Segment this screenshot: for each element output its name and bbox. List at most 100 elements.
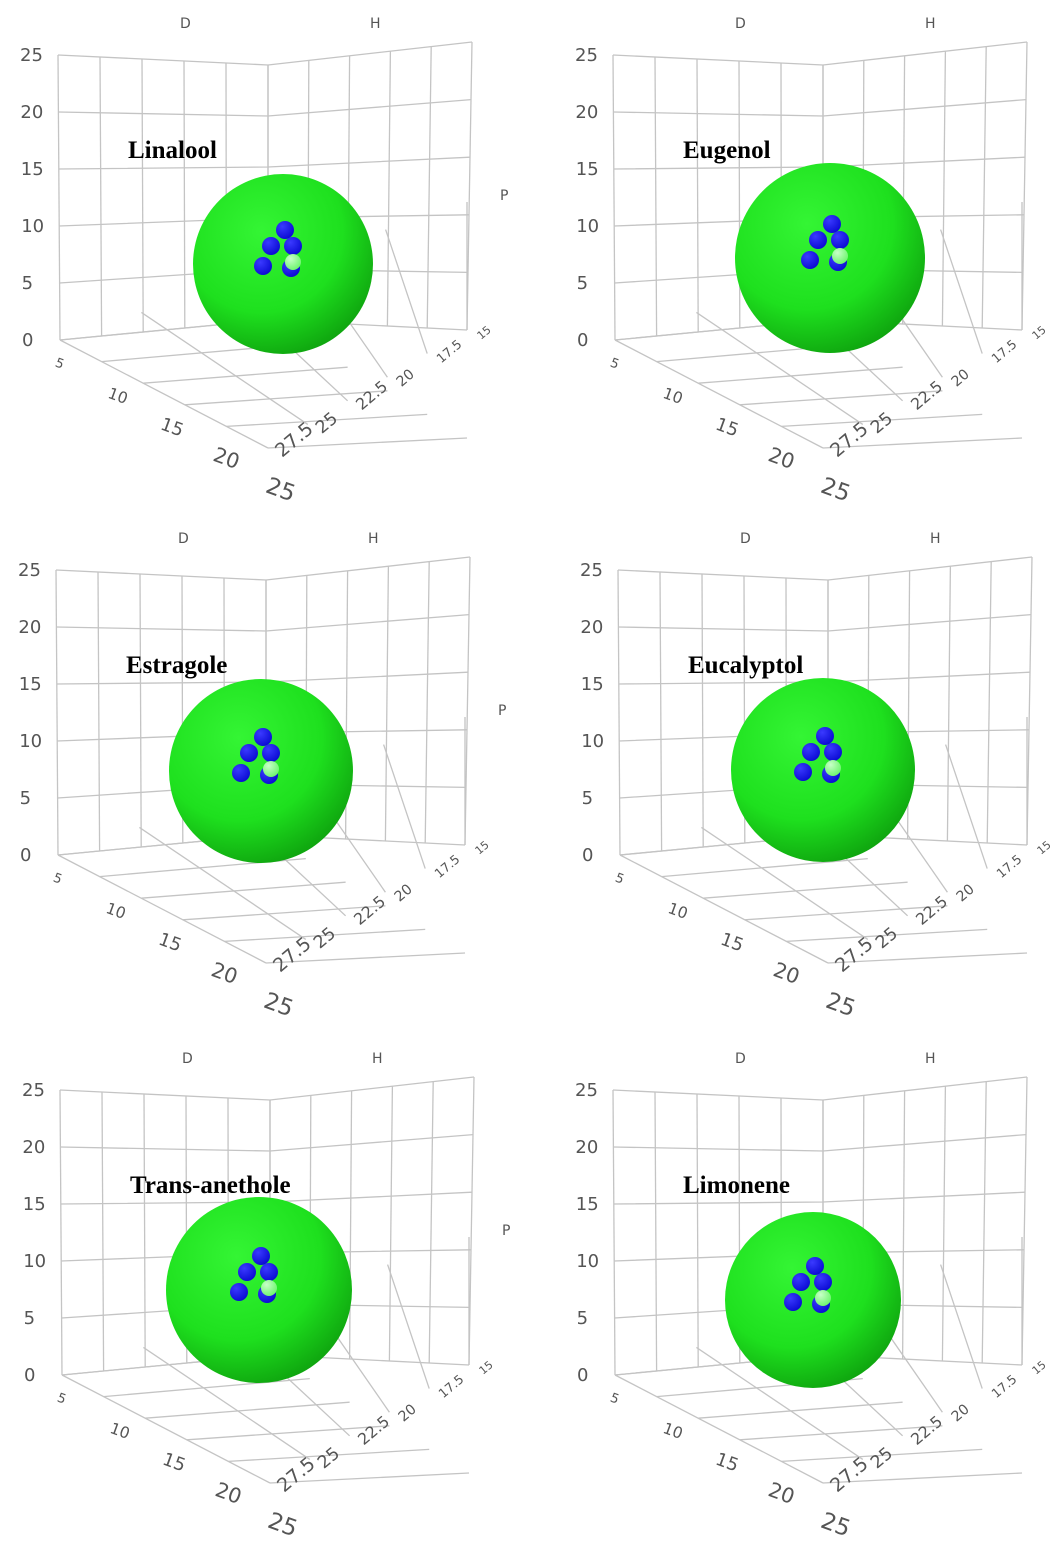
z-tick-label: 0: [24, 1365, 35, 1386]
d-tick-label: 25: [822, 988, 858, 1022]
z-tick-label: 20: [22, 1137, 45, 1158]
sphere-center-point: [825, 760, 841, 776]
h-tick-label: 22.5: [907, 377, 946, 414]
d-tick-label: 20: [212, 1477, 245, 1508]
solvent-point: [784, 1293, 802, 1311]
grid-line: [143, 367, 347, 383]
grid-line: [613, 100, 1026, 116]
chart-title: Eugenol: [683, 137, 771, 164]
d-tick-label: 5: [55, 1391, 68, 1408]
d-tick-label: 25: [817, 1508, 853, 1542]
d-tick-label: 20: [210, 442, 243, 473]
axis-label-d: D: [740, 531, 751, 547]
solvent-point: [238, 1263, 256, 1281]
solvent-point: [254, 257, 272, 275]
grid-line: [662, 859, 868, 877]
grid-line: [145, 1402, 349, 1418]
d-tick-label: 25: [817, 473, 853, 507]
d-tick-label: 15: [713, 414, 742, 442]
h-tick-label: 20: [949, 366, 973, 390]
grid-line: [982, 1082, 986, 1363]
d-tick-label: 15: [160, 1449, 189, 1477]
grid-line: [425, 562, 429, 843]
grid-line: [942, 1086, 945, 1361]
z-tick-label: 10: [581, 731, 604, 752]
z-tick-label: 15: [21, 159, 44, 180]
h-tick-label: 20: [954, 881, 978, 905]
z-tick-label: 10: [23, 1251, 46, 1272]
grid-line: [467, 42, 472, 330]
z-tick-label: 25: [18, 560, 41, 581]
grid-line: [614, 1192, 1025, 1204]
z-tick-label: 25: [575, 1080, 598, 1101]
h-tick-label: 15: [475, 323, 494, 342]
d-tick-label: 10: [108, 1419, 133, 1443]
z-tick-label: 10: [21, 216, 44, 237]
d-tick-label: 10: [666, 899, 691, 923]
h-tick-label: 20: [949, 1401, 973, 1425]
h-tick-label: 22.5: [352, 377, 391, 414]
d-tick-label: 20: [770, 957, 803, 988]
solvent-point: [260, 1263, 278, 1281]
chart-title: Linalool: [128, 137, 217, 164]
grid-line: [60, 1090, 62, 1375]
sphere-center-point: [263, 761, 279, 777]
solvent-point: [809, 231, 827, 249]
z-tick-label: 25: [20, 45, 43, 66]
d-tick-label: 15: [158, 414, 187, 442]
h-tick-label: 22.5: [907, 1412, 946, 1449]
z-tick-label: 25: [22, 1080, 45, 1101]
h-tick-label: 22.5: [354, 1412, 393, 1449]
h-tick-label: 15: [1030, 1358, 1049, 1377]
grid-line: [427, 47, 431, 328]
z-tick-label: 20: [580, 617, 603, 638]
d-tick-label: 10: [661, 384, 686, 408]
h-tick-label: 20: [392, 881, 416, 905]
chart-panel-limonene: 051015202551015202527.52522.52017.515DHP…: [555, 1035, 1051, 1550]
z-tick-label: 25: [580, 560, 603, 581]
solvent-point: [232, 764, 250, 782]
z-tick-label: 0: [22, 330, 33, 351]
solvent-point: [823, 215, 841, 233]
d-tick-label: 5: [613, 871, 626, 888]
chart-title: Limonene: [683, 1172, 790, 1199]
sphere-center-point: [815, 1290, 831, 1306]
chart-svg: 051015202551015202527.52522.52017.515DHP…: [555, 1035, 1051, 1550]
chart-panel-eucalyptol: 051015202551015202527.52522.52017.515DHP…: [560, 515, 1051, 1030]
h-tick-label: 27.5: [831, 933, 878, 977]
z-tick-label: 15: [576, 159, 599, 180]
z-tick-label: 5: [582, 788, 593, 809]
grid-line: [389, 1086, 392, 1361]
axis-label-d: D: [735, 16, 746, 32]
d-tick-label: 10: [661, 1419, 686, 1443]
grid-line: [613, 55, 615, 340]
d-tick-label: 5: [51, 871, 64, 888]
z-tick-label: 20: [575, 102, 598, 123]
solvent-point: [276, 221, 294, 239]
h-tick-label: 15: [1030, 323, 1049, 342]
grid-line: [56, 570, 58, 855]
z-tick-label: 10: [576, 1251, 599, 1272]
z-tick-label: 15: [23, 1194, 46, 1215]
grid-line: [58, 42, 472, 65]
chart-title: Eucalyptol: [688, 652, 803, 679]
d-tick-label: 15: [718, 929, 747, 957]
d-tick-label: 5: [53, 356, 66, 373]
solvent-point: [816, 727, 834, 745]
solvent-point: [801, 251, 819, 269]
grid-line: [1027, 557, 1032, 845]
grid-line: [703, 882, 907, 898]
h-tick-label: 27.5: [271, 418, 318, 462]
grid-line: [618, 615, 1031, 631]
axis-label-h: H: [925, 1051, 936, 1067]
solvent-point: [230, 1283, 248, 1301]
grid-line: [698, 367, 902, 383]
d-tick-label: 20: [765, 442, 798, 473]
z-tick-label: 0: [577, 330, 588, 351]
h-tick-label: 22.5: [912, 892, 951, 929]
h-tick-label: 15: [477, 1358, 496, 1377]
solvent-point: [262, 237, 280, 255]
grid-line: [100, 57, 102, 336]
